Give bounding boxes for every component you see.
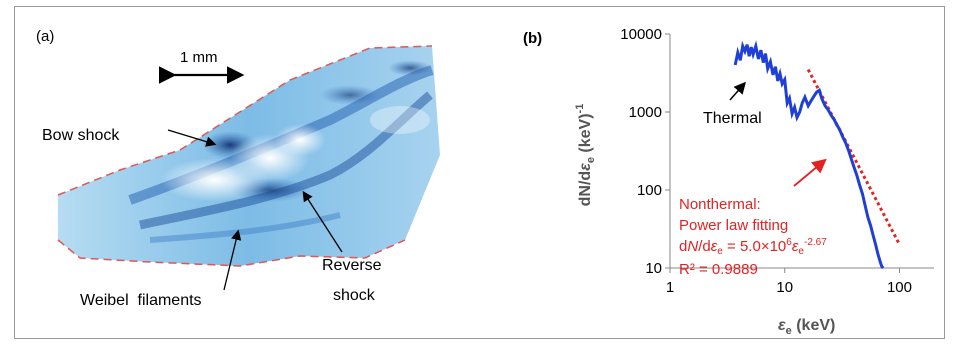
y-tick-label: 10 — [645, 260, 662, 277]
thermal-label: Thermal — [703, 110, 762, 127]
nonthermal-arrow — [793, 158, 827, 187]
scale-bar: 1 mm — [158, 49, 245, 84]
panel-a-label: (a) — [36, 28, 54, 45]
panel-a: (a) 1 mm Bow shock Re — [36, 28, 440, 309]
r-squared-label: R² = 0.9889 — [679, 261, 758, 278]
bow-shock-outline — [57, 45, 433, 196]
x-tick-label: 1 — [666, 279, 674, 296]
x-tick-label: 100 — [887, 279, 912, 296]
panel-b-label: (b) — [523, 30, 542, 47]
y-tick-label: 100 — [637, 182, 662, 199]
figure-frame — [14, 6, 945, 339]
thermal-arrow — [729, 81, 746, 101]
shock-image — [57, 45, 440, 267]
fit-equation: dN/dεe = 5.0×106εe-2.67 — [679, 237, 827, 257]
y-axis-label: dN/dεe (keV)-1 — [574, 104, 597, 207]
power-law-label: Power law fitting — [679, 217, 788, 234]
x-tick-label: 10 — [776, 279, 793, 296]
nonthermal-label: Nonthermal: — [679, 196, 761, 213]
spectrum-line — [733, 40, 885, 269]
reverse-shock-label-line1: Reverse — [322, 257, 382, 274]
scale-bar-label: 1 mm — [180, 49, 218, 66]
y-tick-label: 1000 — [629, 104, 662, 121]
reverse-shock-arrow — [302, 190, 343, 253]
reverse-shock-label-line2: shock — [333, 287, 376, 304]
bow-shock-label: Bow shock — [42, 127, 120, 144]
weibel-arrow — [223, 229, 242, 291]
weibel-label: Weibel filaments — [80, 292, 202, 309]
y-tick-label: 10000 — [620, 26, 662, 43]
x-axis-label: εe (keV) — [778, 317, 835, 337]
y-ticks: 10 100 1000 10000 — [620, 26, 670, 277]
x-ticks: 1 10 100 — [666, 268, 912, 296]
bow-shock-arrow — [167, 129, 217, 147]
lower-outline — [57, 239, 406, 267]
